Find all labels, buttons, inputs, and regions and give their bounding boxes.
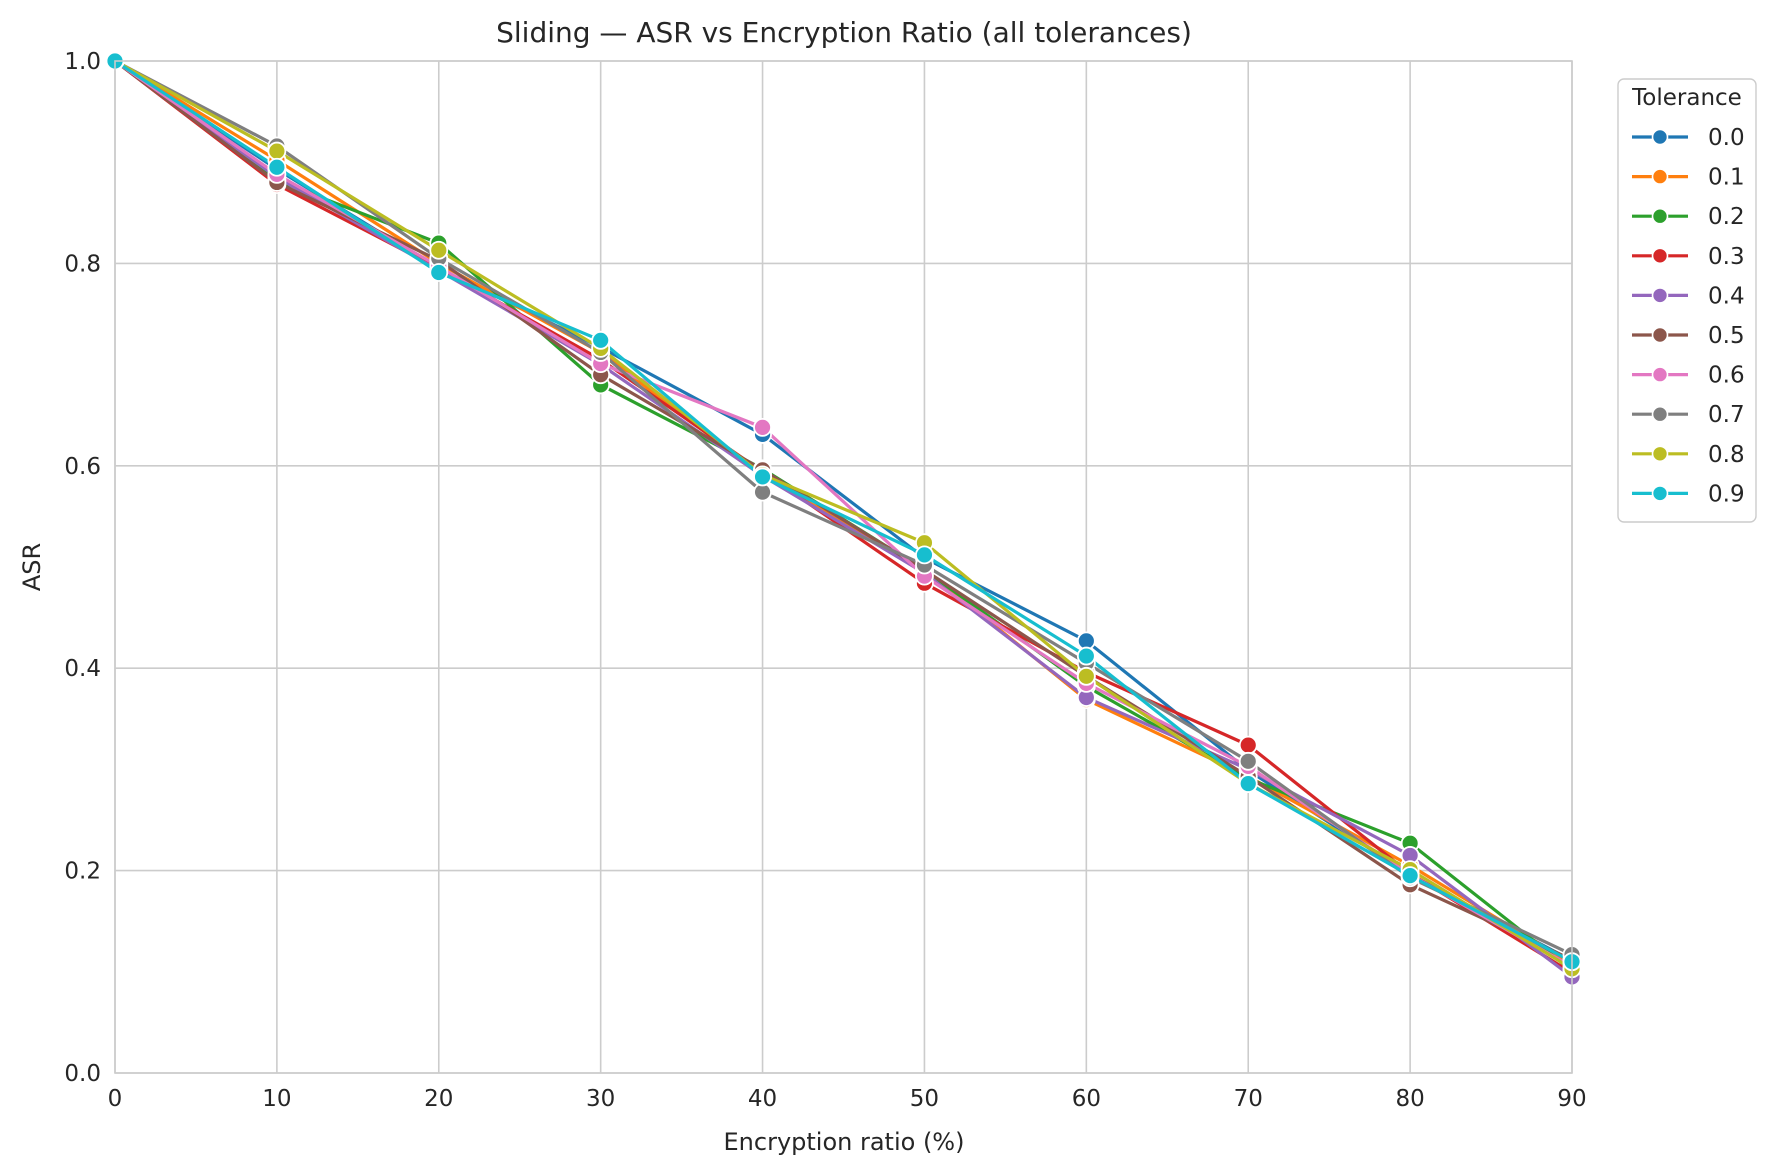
series-line-0.4 [113, 59, 1574, 979]
legend-label: 0.8 [1708, 442, 1745, 468]
y-tick-label: 0.0 [64, 1061, 101, 1087]
legend-swatch-marker [1651, 207, 1669, 225]
legend-label: 0.7 [1708, 402, 1745, 428]
legend-swatch-marker [1651, 485, 1669, 502]
x-tick-labels: 0 10 20 30 40 50 60 70 80 90 [108, 1086, 1587, 1112]
x-tick-label: 0 [108, 1086, 123, 1112]
legend-item-0.2: 0.2 [1632, 204, 1745, 230]
legend-swatch-marker [1651, 287, 1669, 304]
series-line-0.8 [113, 59, 1574, 971]
y-tick-label: 0.8 [64, 251, 101, 277]
legend-label: 0.0 [1708, 125, 1745, 151]
series-line-0.9 [113, 59, 1574, 964]
legend-label: 0.4 [1708, 283, 1745, 309]
series-lines [113, 59, 1574, 979]
x-tick-label: 80 [1395, 1086, 1424, 1112]
legend-items: 0.0 0.1 0.2 0.3 0.4 0.5 0.6 0.7 0.8 0.9 [1632, 125, 1745, 507]
x-tick-label: 50 [910, 1086, 939, 1112]
legend: Tolerance 0.0 0.1 0.2 0.3 0.4 0.5 0.6 0.7 0.8 0.9 [1617, 78, 1757, 523]
x-axis-label: Encryption ratio (%) [724, 1128, 965, 1156]
legend-label: 0.3 [1708, 244, 1745, 270]
x-tick-label: 10 [262, 1086, 291, 1112]
legend-item-0.3: 0.3 [1632, 244, 1745, 270]
legend-item-0.7: 0.7 [1632, 402, 1745, 428]
data-point-0.3 [1238, 735, 1258, 755]
legend-swatch-marker [1651, 405, 1669, 423]
legend-item-0.5: 0.5 [1632, 323, 1745, 349]
legend-label: 0.1 [1708, 165, 1745, 191]
x-tick-label: 60 [1072, 1086, 1101, 1112]
legend-item-0.1: 0.1 [1632, 165, 1745, 191]
data-point-0.8 [429, 240, 449, 260]
data-point-0.6 [753, 417, 772, 437]
legend-label: 0.9 [1708, 481, 1745, 507]
x-tick-label: 30 [586, 1086, 615, 1112]
y-tick-label: 0.2 [64, 859, 101, 885]
legend-swatch-marker [1651, 128, 1669, 146]
legend-item-0.8: 0.8 [1632, 442, 1745, 468]
y-tick-label: 0.4 [64, 656, 101, 682]
data-point-0.9 [1238, 774, 1258, 793]
y-tick-label: 0.6 [64, 454, 101, 480]
y-tick-labels: 0.0 0.2 0.4 0.6 0.8 1.0 [64, 49, 101, 1087]
legend-title: Tolerance [1631, 85, 1742, 111]
x-tick-label: 20 [424, 1086, 453, 1112]
data-point-0.7 [1238, 751, 1258, 771]
legend-swatch-marker [1651, 168, 1669, 185]
data-point-0.9 [1400, 866, 1420, 886]
x-tick-label: 70 [1234, 1086, 1263, 1112]
y-tick-label: 1.0 [64, 49, 101, 75]
legend-swatch-marker [1651, 247, 1669, 265]
legend-swatch-marker [1651, 445, 1669, 463]
legend-swatch-marker [1651, 326, 1669, 344]
legend-item-0.9: 0.9 [1632, 481, 1745, 507]
data-point-0.9 [1076, 646, 1096, 666]
data-point-0.8 [267, 141, 287, 161]
legend-item-0.4: 0.4 [1632, 283, 1745, 309]
legend-label: 0.5 [1708, 323, 1745, 349]
y-axis-label: ASR [18, 543, 46, 591]
chart-title: Sliding — ASR vs Encryption Ratio (all t… [496, 16, 1192, 49]
legend-label: 0.6 [1708, 363, 1745, 389]
x-tick-label: 90 [1557, 1086, 1586, 1112]
legend-swatch-marker [1651, 366, 1669, 383]
legend-item-0.0: 0.0 [1632, 125, 1745, 151]
legend-label: 0.2 [1708, 204, 1745, 230]
data-point-0.9 [429, 263, 449, 282]
data-point-0.9 [591, 330, 611, 350]
data-point-0.9 [267, 157, 287, 177]
data-point-0.8 [1076, 666, 1096, 686]
legend-item-0.6: 0.6 [1632, 363, 1745, 389]
data-point-0.9 [915, 545, 934, 565]
plot-frame [114, 60, 1573, 1074]
x-tick-label: 40 [748, 1086, 777, 1112]
data-point-0.9 [753, 467, 772, 487]
